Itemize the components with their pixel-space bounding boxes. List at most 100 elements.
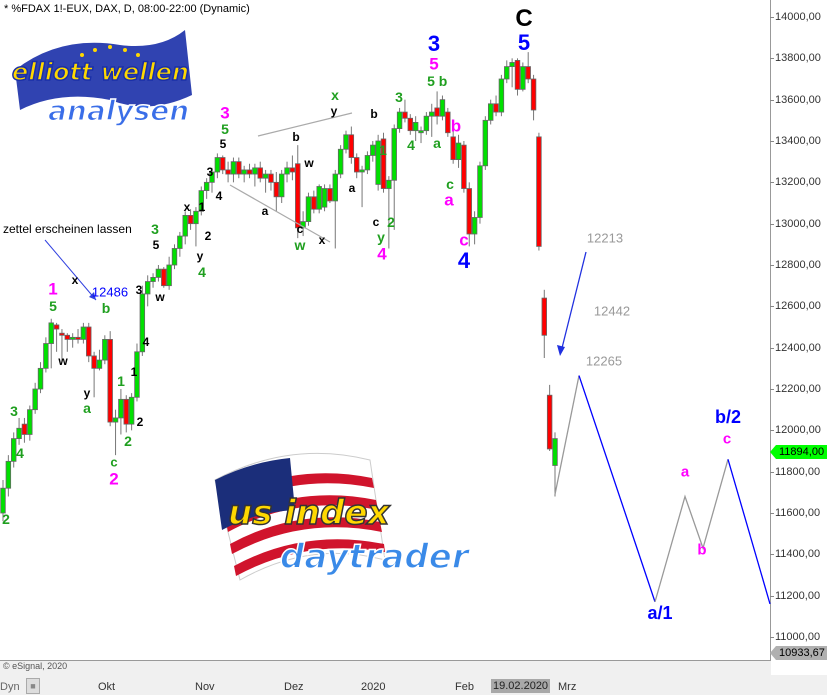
candle-up bbox=[182, 215, 188, 237]
candle-up bbox=[118, 398, 124, 419]
wave-label: a bbox=[444, 190, 454, 210]
candle-down bbox=[445, 111, 451, 134]
logo-text-2: analysen bbox=[48, 94, 189, 127]
candle-down bbox=[541, 297, 547, 336]
y-tick-label: 14000,00 bbox=[770, 11, 821, 23]
wave-label: 2 bbox=[2, 511, 10, 527]
candle-up bbox=[337, 148, 344, 175]
candle-down bbox=[461, 144, 467, 189]
y-tick-label: 13600,00 bbox=[770, 93, 821, 106]
y-tick-label: 13200,00 bbox=[770, 176, 821, 189]
candle-up bbox=[423, 115, 430, 132]
candle-up bbox=[0, 487, 6, 514]
wave-label: w bbox=[294, 237, 306, 253]
candle-up bbox=[112, 417, 119, 423]
candle-up bbox=[193, 210, 199, 225]
candle-down bbox=[525, 66, 531, 80]
wave-label: x bbox=[183, 200, 191, 214]
candle-up bbox=[230, 161, 237, 175]
candle-up bbox=[471, 217, 478, 235]
candle-up bbox=[509, 62, 515, 68]
wave-label: 4 bbox=[407, 137, 415, 153]
wave-label: w bbox=[304, 156, 314, 170]
candle-down bbox=[354, 157, 360, 173]
wave-label: 1 bbox=[379, 142, 387, 158]
candle-up bbox=[43, 343, 49, 369]
candle-up bbox=[241, 169, 247, 175]
candle-down bbox=[514, 60, 521, 90]
dyn-label[interactable]: Dyn bbox=[0, 681, 20, 693]
wave-label: a bbox=[348, 181, 356, 195]
candle-up bbox=[386, 179, 392, 189]
candle-up bbox=[391, 128, 397, 181]
wave-label: b bbox=[292, 130, 300, 144]
candle-down bbox=[236, 161, 242, 175]
candle-down bbox=[64, 334, 71, 340]
wave-label: 4 bbox=[377, 244, 387, 264]
candle-up bbox=[278, 173, 285, 198]
wave-label: c bbox=[459, 230, 469, 250]
candle-down bbox=[107, 339, 113, 423]
target-arrowhead bbox=[557, 345, 565, 356]
y-tick-label: 11800,00 bbox=[769, 465, 821, 478]
candle-down bbox=[268, 173, 274, 183]
wave-label: 4 bbox=[142, 335, 150, 349]
candles-group bbox=[0, 52, 558, 522]
candle-up bbox=[284, 167, 290, 175]
low-price-tag: 10933,67 bbox=[770, 646, 827, 660]
wave-label: 2 bbox=[204, 229, 212, 243]
wave-label: 5 bbox=[221, 121, 229, 137]
y-tick-label: 13800,00 bbox=[770, 52, 821, 65]
time-axis[interactable] bbox=[0, 675, 827, 695]
candle-up bbox=[418, 130, 424, 134]
price-axis[interactable] bbox=[771, 0, 827, 675]
y-tick-label: 11600,00 bbox=[769, 507, 821, 519]
candle-up bbox=[359, 169, 365, 173]
chart-title: * %FDAX 1!-EUX, DAX, D, 08:00-22:00 (Dyn… bbox=[4, 3, 250, 15]
candle-up bbox=[150, 277, 156, 282]
wave-label: 3 bbox=[135, 283, 143, 297]
wave-label: b bbox=[450, 116, 462, 136]
chart-plot-area[interactable] bbox=[0, 0, 771, 661]
candle-up bbox=[134, 351, 140, 398]
candle-down bbox=[246, 169, 253, 175]
candle-down bbox=[91, 355, 97, 369]
wave-label: w bbox=[58, 354, 68, 368]
lock-icon[interactable]: ■ bbox=[26, 678, 40, 694]
wave-label: c bbox=[110, 454, 118, 470]
wave-label: 12213 bbox=[586, 230, 624, 246]
wave-label: c bbox=[372, 215, 380, 229]
wave-label: c bbox=[722, 430, 732, 448]
wave-label: y bbox=[330, 104, 338, 118]
candle-up bbox=[429, 111, 435, 117]
candle-up bbox=[96, 359, 103, 369]
candle-up bbox=[332, 173, 338, 202]
candle-down bbox=[123, 398, 129, 425]
wave-label: a bbox=[83, 400, 91, 416]
y-tick-label: 11400,00 bbox=[769, 548, 821, 561]
candle-down bbox=[466, 188, 472, 235]
cursor-date: 19.02.2020 bbox=[491, 679, 551, 693]
candle-down bbox=[161, 268, 167, 287]
candle-down bbox=[327, 188, 333, 202]
y-tick-label: 11200,00 bbox=[769, 589, 821, 602]
wave-label: 1 bbox=[130, 365, 138, 379]
candle-down bbox=[273, 181, 280, 198]
month-dez: Dez bbox=[284, 681, 304, 693]
projection-blue-a1 bbox=[578, 375, 656, 603]
candle-down bbox=[225, 169, 231, 175]
candle-up bbox=[321, 188, 328, 208]
candle-up bbox=[209, 171, 215, 183]
wave-label: 5 bbox=[429, 54, 439, 74]
candle-up bbox=[171, 248, 178, 266]
wave-label: 5 bbox=[49, 298, 57, 314]
candle-up bbox=[498, 78, 505, 113]
wave-label: b/2 bbox=[714, 407, 742, 427]
candle-up bbox=[343, 134, 349, 150]
candle-up bbox=[552, 438, 558, 466]
projection-blue-b2 bbox=[727, 459, 771, 605]
candle-down bbox=[402, 111, 408, 119]
wave-label: 12442 bbox=[593, 303, 631, 319]
wave-label: x bbox=[71, 273, 79, 287]
candle-up bbox=[316, 186, 322, 210]
